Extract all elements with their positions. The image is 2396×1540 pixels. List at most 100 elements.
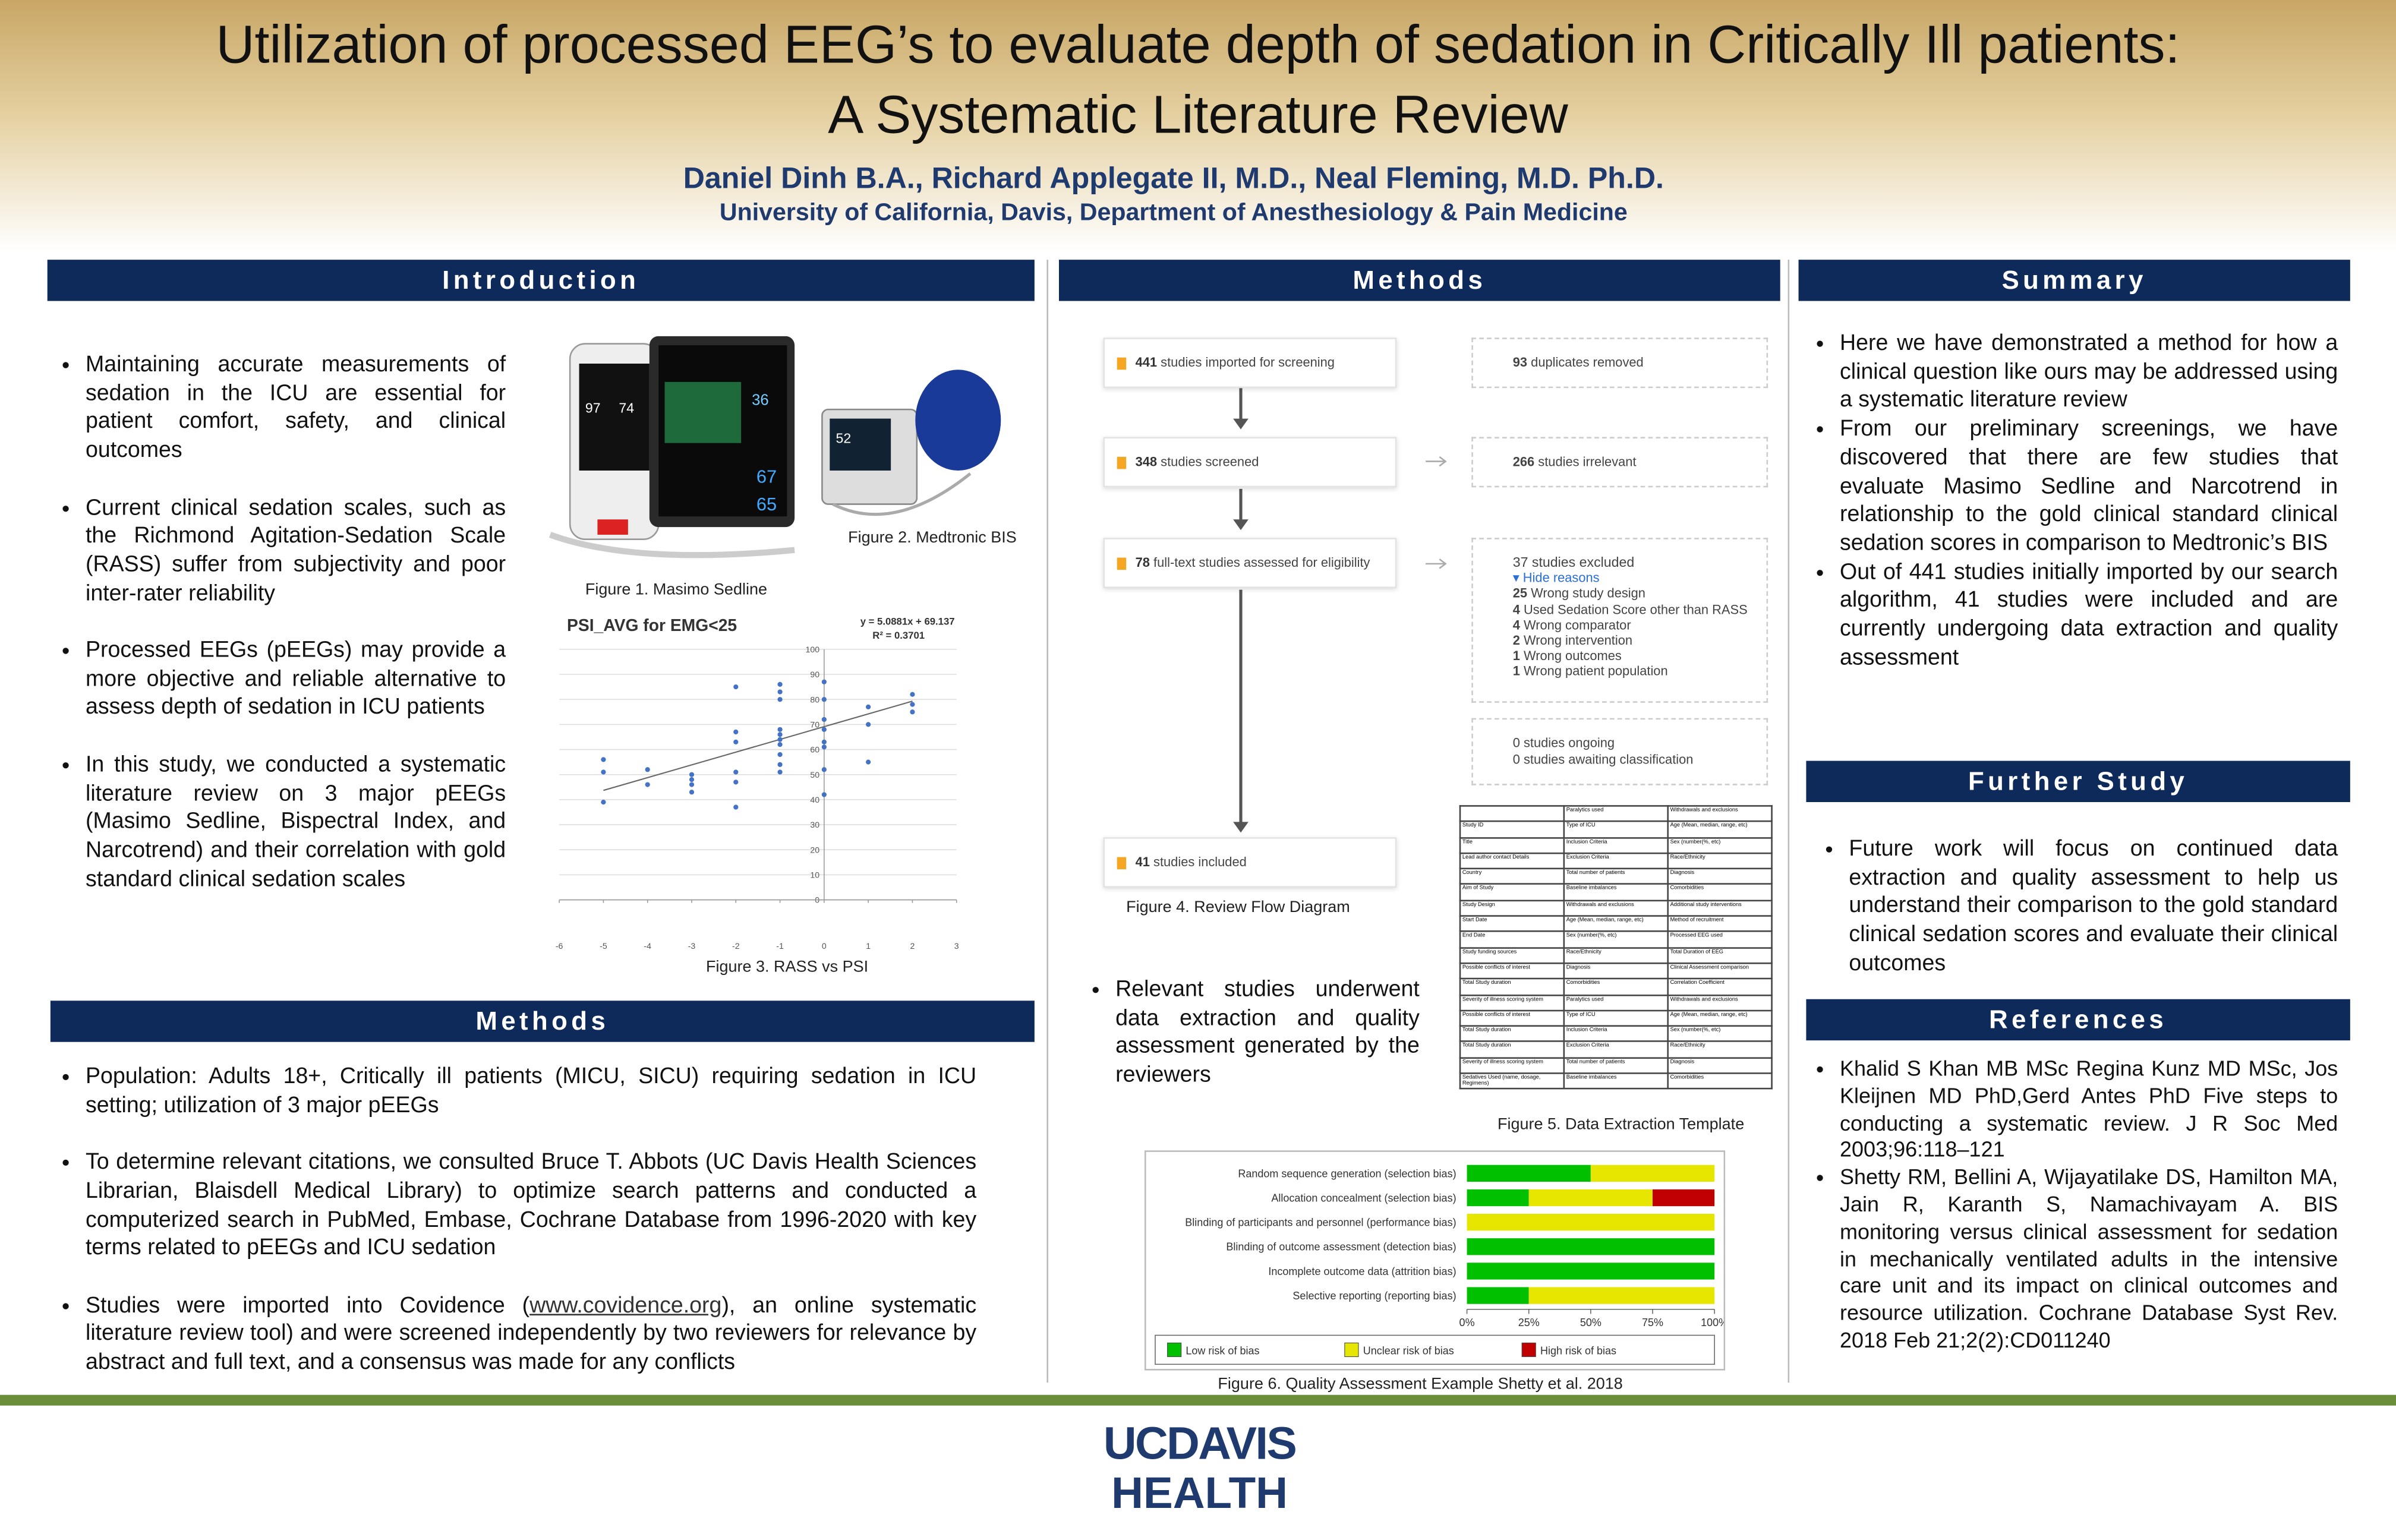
count: 348 <box>1135 453 1158 469</box>
point <box>645 782 650 787</box>
bullet: Here we have demonstrated a method for h… <box>1840 330 2338 415</box>
table-cell: Withdrawals and exclusions <box>1563 899 1669 917</box>
display-value: 65 <box>756 494 777 515</box>
table-row: Sedatives Used (name, dosage, Regimens) B… <box>1459 1072 1773 1090</box>
table-cell: Method of recruitment <box>1667 915 1773 933</box>
y-tick-label: 40 <box>810 795 819 804</box>
x-tick-label: 25% <box>1518 1317 1540 1328</box>
table-cell: Total number of patients <box>1563 868 1669 886</box>
table-row: End Date Sex (number(%, etc) Processed EEG… <box>1459 930 1773 949</box>
toggle[interactable]: ▾ Hide reasons <box>1512 570 1600 586</box>
reason: 1 Wrong outcomes <box>1513 648 1767 664</box>
logo-text: HEALTH <box>1111 1469 1288 1519</box>
point <box>777 769 783 775</box>
figure-caption: Figure 2. Medtronic BIS <box>848 528 1017 547</box>
table-cell: Additional study interventions <box>1667 899 1773 917</box>
bullet-list: Maintaining accurate measurements of sed… <box>58 351 506 894</box>
arrow-right <box>1426 558 1447 569</box>
bar-segment <box>1528 1287 1715 1304</box>
table-cell: Sedatives Used (name, dosage, Regimens) <box>1459 1072 1565 1090</box>
table-cell: Withdrawals and exclusions <box>1667 993 1773 1011</box>
bullet: Studies were imported into Covidence (ww… <box>86 1292 976 1377</box>
reference: Shetty RM, Bellini A, Wijayatilake DS, H… <box>1840 1165 2338 1355</box>
y-tick-label: 70 <box>810 720 819 730</box>
eeg-display <box>664 381 742 443</box>
arrow-right <box>1426 456 1447 467</box>
label: Used Sedation Score other than RASS <box>1523 601 1748 617</box>
bullet-list: Relevant studies underwent data extracti… <box>1088 976 1420 1090</box>
table-row: Start Date Age (Mean, median, range, etc)… <box>1459 915 1773 933</box>
bar-segment <box>1467 1263 1715 1280</box>
x-tick-label: -6 <box>556 941 563 951</box>
divider <box>1046 260 1048 1383</box>
annotation: R² = 0.3701 <box>872 630 925 641</box>
table-cell: Total Study duration <box>1459 978 1565 996</box>
count: 441 <box>1135 354 1158 370</box>
bullet-list: Here we have demonstrated a method for h… <box>1812 330 2338 673</box>
x-tick-label: -4 <box>644 941 651 951</box>
flow-box: 266 studies irrelevant <box>1471 437 1768 488</box>
table-cell: Paralytics used <box>1563 805 1669 823</box>
point <box>821 679 827 684</box>
label: studies imported for screening <box>1161 354 1335 370</box>
count: 2 <box>1512 632 1520 648</box>
bullet: To determine relevant citations, we cons… <box>86 1149 976 1263</box>
table-row: Severity of illness scoring system Total … <box>1459 1056 1773 1074</box>
bullet-list: Population: Adults 18+, Critically ill p… <box>58 1064 976 1378</box>
point <box>866 759 871 765</box>
label: Wrong intervention <box>1523 632 1633 648</box>
table-cell: Study Design <box>1459 899 1565 917</box>
y-tick-label: 60 <box>810 745 819 755</box>
bullet: Future work will focus on continued data… <box>1849 836 2338 979</box>
figure-caption: Figure 4. Review Flow Diagram <box>1126 898 1350 917</box>
bar-segment <box>1467 1287 1529 1304</box>
reason: 1 Wrong patient population <box>1513 664 1767 679</box>
table-cell: Study funding sources <box>1459 946 1565 964</box>
link[interactable]: www.covidence.org <box>529 1293 722 1318</box>
bullet-list: Future work will focus on continued data… <box>1821 836 2338 979</box>
table-cell: Possible conflicts of interest <box>1459 1009 1565 1027</box>
point <box>821 717 827 722</box>
table-cell: Title <box>1459 837 1565 854</box>
point <box>821 739 827 745</box>
table-cell: Study ID <box>1459 821 1565 838</box>
display-value: 67 <box>756 466 777 487</box>
table-cell: Age (Mean, median, range, etc) <box>1667 1009 1773 1027</box>
bar-segment <box>1467 1165 1591 1182</box>
table-cell: Correlation Coefficient <box>1667 978 1773 996</box>
bullet: Maintaining accurate measurements of sed… <box>86 351 506 465</box>
table-row: Study funding sources Race/Ethnicity Total… <box>1459 946 1773 964</box>
point <box>777 727 783 732</box>
table-cell: Comorbidities <box>1563 978 1669 996</box>
legend-swatch <box>1344 1342 1359 1357</box>
x-tick-label: 50% <box>1580 1317 1601 1328</box>
figure-caption: Figure 6. Quality Assessment Example She… <box>1218 1375 1623 1394</box>
table-cell: Age (Mean, median, range, etc) <box>1563 915 1669 933</box>
table-cell: Inclusion Criteria <box>1563 837 1669 854</box>
bias-chart: Random sequence generation (selection bi… <box>1145 1150 1726 1371</box>
point <box>777 732 783 737</box>
chart-title: PSI_AVG for EMG<25 <box>567 616 737 635</box>
ongoing: 0 studies awaiting classification <box>1512 752 1694 767</box>
table-cell: Diagnosis <box>1563 962 1669 980</box>
point <box>689 790 695 795</box>
table-row: Lead author contact Details Exclusion Cri… <box>1459 852 1773 870</box>
label: studies screened <box>1161 453 1259 469</box>
point <box>733 804 739 810</box>
table-row: Possible conflicts of interest Type of IC… <box>1459 1009 1773 1027</box>
table-row: Total Study duration Comorbidities Correla… <box>1459 978 1773 996</box>
table-cell: Sex (number(%, etc) <box>1667 1025 1773 1043</box>
display-value: 97 <box>585 400 601 415</box>
divider <box>1787 260 1790 1383</box>
legend-box <box>1155 1334 1715 1365</box>
toggle-label[interactable]: Hide reasons <box>1522 570 1600 586</box>
device-photos: 97 74 36 67 65 52 <box>548 336 1001 558</box>
display-value: 36 <box>752 392 769 408</box>
section-heading: Further Study <box>1806 760 2350 802</box>
header-band <box>0 0 2396 253</box>
affiliation: University of California, Davis, Departm… <box>719 200 1628 226</box>
bar-segment <box>1467 1214 1715 1231</box>
flow-box: 93 duplicates removed <box>1471 337 1768 389</box>
